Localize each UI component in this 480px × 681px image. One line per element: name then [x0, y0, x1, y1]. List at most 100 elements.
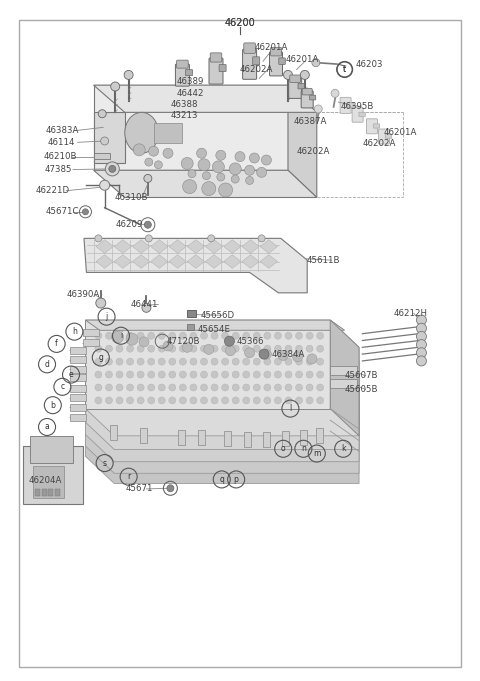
FancyBboxPatch shape	[279, 58, 285, 65]
Circle shape	[417, 348, 426, 358]
Text: p: p	[234, 475, 239, 484]
Circle shape	[111, 331, 124, 343]
FancyBboxPatch shape	[271, 47, 281, 56]
Circle shape	[105, 162, 120, 176]
Circle shape	[106, 358, 112, 365]
Circle shape	[245, 165, 254, 175]
Polygon shape	[260, 255, 277, 268]
FancyBboxPatch shape	[367, 118, 377, 133]
Text: o: o	[281, 444, 286, 454]
Circle shape	[417, 332, 426, 341]
Circle shape	[243, 397, 250, 404]
Text: 45605B: 45605B	[345, 385, 378, 394]
Circle shape	[246, 176, 253, 185]
Text: 47385: 47385	[45, 165, 72, 174]
Circle shape	[317, 371, 324, 378]
Circle shape	[198, 159, 210, 171]
Text: 46203: 46203	[355, 59, 383, 69]
Circle shape	[148, 384, 155, 391]
Circle shape	[182, 180, 197, 193]
Circle shape	[201, 397, 207, 404]
Polygon shape	[132, 255, 150, 268]
Circle shape	[253, 397, 260, 404]
Circle shape	[197, 148, 206, 158]
Polygon shape	[84, 238, 307, 293]
FancyBboxPatch shape	[352, 107, 363, 122]
FancyBboxPatch shape	[330, 379, 357, 388]
Circle shape	[235, 152, 245, 161]
Circle shape	[127, 371, 133, 378]
Text: d: d	[45, 360, 49, 369]
Circle shape	[180, 345, 186, 352]
Circle shape	[243, 358, 250, 365]
Circle shape	[211, 358, 218, 365]
Circle shape	[264, 397, 271, 404]
FancyBboxPatch shape	[300, 430, 307, 445]
Circle shape	[211, 384, 218, 391]
Circle shape	[96, 298, 106, 308]
Circle shape	[275, 371, 281, 378]
Circle shape	[137, 358, 144, 365]
Circle shape	[306, 358, 313, 365]
Circle shape	[116, 332, 123, 339]
Circle shape	[306, 397, 313, 404]
Circle shape	[111, 82, 120, 91]
Circle shape	[116, 345, 123, 352]
Circle shape	[190, 384, 197, 391]
Circle shape	[296, 345, 302, 352]
Text: 46384A: 46384A	[271, 349, 305, 359]
FancyBboxPatch shape	[175, 64, 190, 86]
Circle shape	[285, 332, 292, 339]
Circle shape	[124, 70, 133, 80]
Text: g: g	[98, 353, 103, 362]
FancyBboxPatch shape	[385, 134, 392, 138]
FancyBboxPatch shape	[42, 489, 47, 496]
FancyBboxPatch shape	[316, 428, 323, 443]
Polygon shape	[85, 334, 359, 449]
Circle shape	[180, 358, 186, 365]
Circle shape	[257, 168, 266, 177]
Circle shape	[98, 110, 106, 118]
Circle shape	[253, 345, 260, 352]
FancyBboxPatch shape	[347, 103, 353, 108]
Text: 46310B: 46310B	[114, 193, 148, 202]
Circle shape	[201, 345, 207, 352]
Text: 46395B: 46395B	[341, 102, 374, 112]
Circle shape	[317, 332, 324, 339]
Circle shape	[181, 157, 193, 170]
FancyBboxPatch shape	[177, 60, 188, 68]
Polygon shape	[169, 255, 186, 268]
FancyBboxPatch shape	[109, 425, 117, 440]
Circle shape	[208, 235, 215, 242]
Circle shape	[417, 323, 426, 333]
Polygon shape	[330, 320, 359, 436]
Text: t: t	[343, 65, 346, 74]
Circle shape	[158, 384, 165, 391]
Circle shape	[264, 332, 271, 339]
Circle shape	[144, 221, 151, 228]
Circle shape	[180, 332, 186, 339]
Text: 46204A: 46204A	[29, 475, 62, 485]
FancyBboxPatch shape	[244, 43, 255, 53]
Circle shape	[417, 356, 426, 366]
Text: t: t	[343, 65, 346, 74]
Circle shape	[222, 358, 228, 365]
Circle shape	[296, 397, 302, 404]
Circle shape	[116, 384, 123, 391]
Circle shape	[106, 371, 112, 378]
Circle shape	[95, 384, 102, 391]
FancyBboxPatch shape	[242, 49, 257, 79]
Circle shape	[275, 397, 281, 404]
Text: 46389: 46389	[177, 77, 204, 86]
Circle shape	[229, 163, 241, 175]
Circle shape	[116, 358, 123, 365]
Polygon shape	[132, 240, 150, 253]
Circle shape	[211, 345, 218, 352]
FancyBboxPatch shape	[263, 432, 270, 447]
Text: h: h	[72, 327, 77, 336]
Text: 46388: 46388	[170, 99, 198, 109]
Circle shape	[225, 336, 234, 346]
Circle shape	[278, 351, 288, 360]
Circle shape	[158, 371, 165, 378]
Text: 45656D: 45656D	[201, 311, 235, 320]
